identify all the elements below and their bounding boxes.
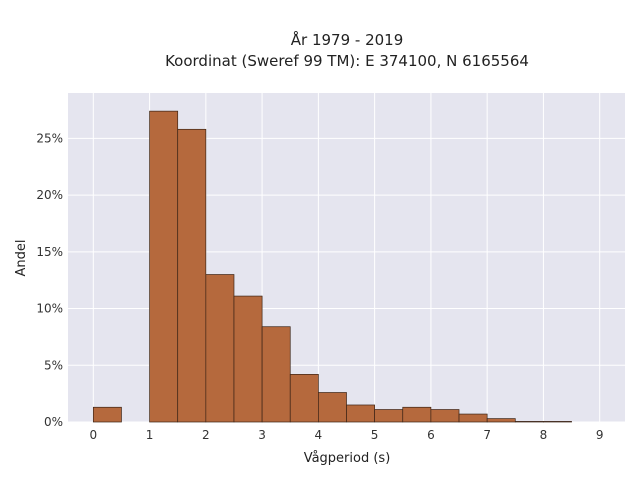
x-tick-label: 3 (258, 428, 266, 442)
histogram-bar-15 (514, 421, 544, 423)
y-tick-label: 5% (44, 358, 63, 372)
histogram-bar-9 (346, 404, 375, 423)
histogram-bar-8 (318, 392, 347, 423)
histogram-bar-4 (205, 274, 235, 423)
histogram-bar-10 (374, 409, 404, 423)
histogram-bar-12 (430, 409, 460, 423)
x-tick-label: 4 (315, 428, 323, 442)
histogram-bar-6 (261, 326, 291, 423)
x-axis-label: Vågperiod (s) (304, 451, 391, 466)
x-tick-label: 5 (371, 428, 379, 442)
chart-title-line2: Koordinat (Sweref 99 TM): E 374100, N 61… (165, 52, 529, 70)
histogram-bar-5 (233, 295, 263, 423)
y-axis-label: Andel (14, 240, 29, 277)
x-tick-label: 0 (89, 428, 97, 442)
x-tick-label: 9 (596, 428, 604, 442)
x-tick-label: 7 (483, 428, 491, 442)
y-tick-label: 15% (36, 245, 63, 259)
histogram-bar-3 (177, 128, 207, 423)
histogram-bar-7 (289, 374, 319, 423)
x-tick-label: 2 (202, 428, 210, 442)
y-tick-label: 25% (36, 131, 63, 145)
histogram-bars (92, 110, 572, 423)
x-tick-label: 6 (427, 428, 435, 442)
y-tick-label: 0% (44, 415, 63, 429)
histogram-bar-16 (543, 421, 572, 423)
x-tick-label: 8 (540, 428, 548, 442)
y-tick-label: 20% (36, 188, 63, 202)
y-axis-ticks: 0% 5% 10% 15% 20% 25% (36, 131, 63, 429)
x-axis-ticks: 0 1 2 3 4 5 6 7 8 9 (89, 428, 603, 442)
histogram-bar-13 (458, 413, 488, 423)
histogram-bar-2 (149, 110, 179, 423)
histogram-bar-0 (92, 406, 122, 423)
histogram-bar-11 (402, 406, 432, 423)
x-tick-label: 1 (146, 428, 154, 442)
histogram-bar-14 (486, 418, 516, 423)
chart-title-line1: År 1979 - 2019 (291, 30, 404, 49)
y-tick-label: 10% (36, 302, 63, 316)
